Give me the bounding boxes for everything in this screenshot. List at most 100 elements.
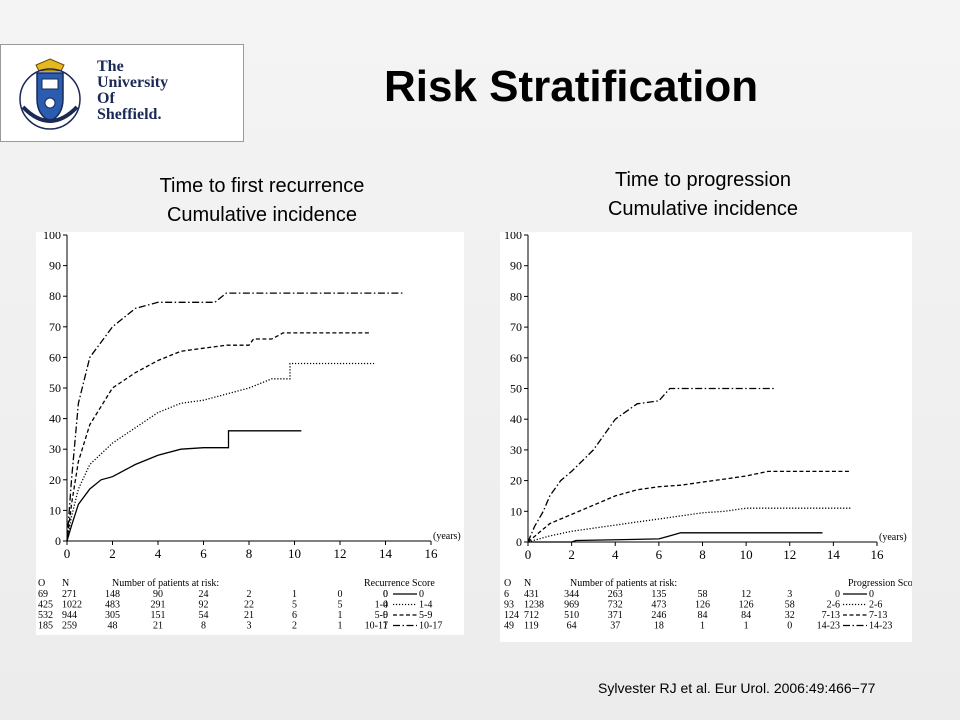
risk-table-count: 90 xyxy=(153,589,163,600)
risk-table-title: Number of patients at risk: xyxy=(570,578,677,589)
risk-table-count: 0 xyxy=(338,589,343,600)
y-tick-label: 100 xyxy=(43,232,61,242)
risk-table-count: 8 xyxy=(201,621,206,632)
y-tick-label: 0 xyxy=(55,534,61,548)
y-tick-label: 40 xyxy=(49,412,61,426)
risk-table-count: 84 xyxy=(741,610,751,621)
risk-table-count: 246 xyxy=(651,610,666,621)
risk-table-count: 1 xyxy=(338,610,343,621)
risk-table-o-value: 124 xyxy=(504,610,519,621)
y-tick-label: 20 xyxy=(49,473,61,487)
risk-table-count: 371 xyxy=(608,610,623,621)
x-tick-label: 10 xyxy=(740,547,753,562)
risk-table-count: 22 xyxy=(244,600,254,611)
risk-table-count: 151 xyxy=(151,610,166,621)
series-line-0 xyxy=(528,532,823,543)
risk-table-score-value: 0 xyxy=(835,589,840,600)
risk-table-legend-label: 10-17 xyxy=(419,621,442,632)
x-tick-label: 8 xyxy=(246,546,253,561)
caption-line: Time to first recurrence xyxy=(159,175,365,197)
risk-table-n-value: 712 xyxy=(524,610,539,621)
risk-table-count: 84 xyxy=(698,610,708,621)
x-tick-label: 4 xyxy=(612,547,619,562)
risk-table-score-value: 7-13 xyxy=(822,610,840,621)
x-tick-label: 16 xyxy=(871,547,885,562)
risk-table-count: 21 xyxy=(244,610,254,621)
right-chart-caption: Time to progression Cumulative incidence xyxy=(583,166,823,224)
x-tick-label: 14 xyxy=(379,546,393,561)
caption-line: Time to progression xyxy=(615,169,791,191)
risk-table-count: 18 xyxy=(654,621,664,632)
y-tick-label: 70 xyxy=(49,320,61,334)
university-logo: The University Of Sheffield. xyxy=(0,44,244,142)
risk-table-count: 5 xyxy=(338,600,343,611)
x-tick-label: 2 xyxy=(568,547,575,562)
caption-line: Cumulative incidence xyxy=(166,204,358,226)
risk-table-count: 0 xyxy=(383,589,388,600)
series-line-2-6 xyxy=(527,507,851,543)
x-tick-label: 14 xyxy=(827,547,841,562)
x-tick-label: 2 xyxy=(109,546,116,561)
y-tick-label: 0 xyxy=(516,535,522,549)
risk-table-count: 1 xyxy=(700,621,705,632)
risk-table-score-title: Recurrence Score xyxy=(364,578,435,589)
risk-table-n-header: N xyxy=(62,578,69,589)
y-tick-label: 80 xyxy=(510,289,522,303)
x-tick-label: 6 xyxy=(200,546,207,561)
risk-table-count: 24 xyxy=(199,589,209,600)
series-line-5-9 xyxy=(66,332,370,542)
risk-table-score-value: 0 xyxy=(383,589,388,600)
series-line-0 xyxy=(66,430,302,542)
risk-table-legend-label: 14-23 xyxy=(869,621,892,632)
risk-table-title: Number of patients at risk: xyxy=(112,578,219,589)
y-tick-label: 90 xyxy=(49,259,61,273)
risk-table-count: 54 xyxy=(199,610,209,621)
series-line-7-13 xyxy=(527,470,851,543)
risk-table-legend-label: 5-9 xyxy=(419,610,432,621)
risk-table-count: 1 xyxy=(383,621,388,632)
risk-table-o-value: 6 xyxy=(504,589,509,600)
left-chart-caption: Time to first recurrence Cumulative inci… xyxy=(137,172,387,230)
risk-table-count: 92 xyxy=(199,600,209,611)
risk-table-n-value: 1238 xyxy=(524,600,544,611)
y-tick-label: 30 xyxy=(510,443,522,457)
x-tick-label: 4 xyxy=(155,546,162,561)
risk-table-count: 48 xyxy=(108,621,118,632)
risk-table-count: 473 xyxy=(651,600,666,611)
risk-table-count: 135 xyxy=(651,589,666,600)
risk-table-o-header: O xyxy=(38,578,45,589)
risk-table-count: 291 xyxy=(151,600,166,611)
x-tick-label: 16 xyxy=(425,546,439,561)
university-wordmark: The University Of Sheffield. xyxy=(97,59,168,123)
risk-table-score-value: 14-23 xyxy=(817,621,840,632)
y-tick-label: 60 xyxy=(49,350,61,364)
risk-table-count: 0 xyxy=(383,610,388,621)
risk-table-count: 6 xyxy=(292,610,297,621)
y-tick-label: 30 xyxy=(49,442,61,456)
recurrence-chart: 0 10 20 30 40 50 60 70 80 90 100 0 2 4 6 8 10 12 14 16 (year… xyxy=(36,232,464,635)
progression-chart: 0 10 20 30 40 50 60 70 80 90 100 0 2 4 6 8 10 12 14 16 (year… xyxy=(500,232,912,642)
risk-table-score-title: Progression Score xyxy=(848,578,912,589)
risk-table-n-value: 119 xyxy=(524,621,539,632)
risk-table-score-value: 10-17 xyxy=(365,621,388,632)
risk-table-count: 3 xyxy=(247,621,252,632)
x-tick-label: 12 xyxy=(783,547,796,562)
risk-table-count: 483 xyxy=(105,600,120,611)
y-tick-label: 70 xyxy=(510,320,522,334)
series-line-14-23 xyxy=(527,387,775,543)
risk-table-count: 510 xyxy=(564,610,579,621)
risk-table-count: 2 xyxy=(247,589,252,600)
risk-table-n-value: 944 xyxy=(62,610,77,621)
risk-table-count: 969 xyxy=(564,600,579,611)
y-tick-label: 50 xyxy=(510,382,522,396)
y-tick-label: 10 xyxy=(49,503,61,517)
risk-table-o-value: 69 xyxy=(38,589,48,600)
risk-table-o-value: 425 xyxy=(38,600,53,611)
risk-table-count: 305 xyxy=(105,610,120,621)
logo-line: The xyxy=(97,58,124,75)
risk-table-count: 0 xyxy=(787,621,792,632)
risk-table-n-header: N xyxy=(524,578,531,589)
y-tick-label: 50 xyxy=(49,381,61,395)
